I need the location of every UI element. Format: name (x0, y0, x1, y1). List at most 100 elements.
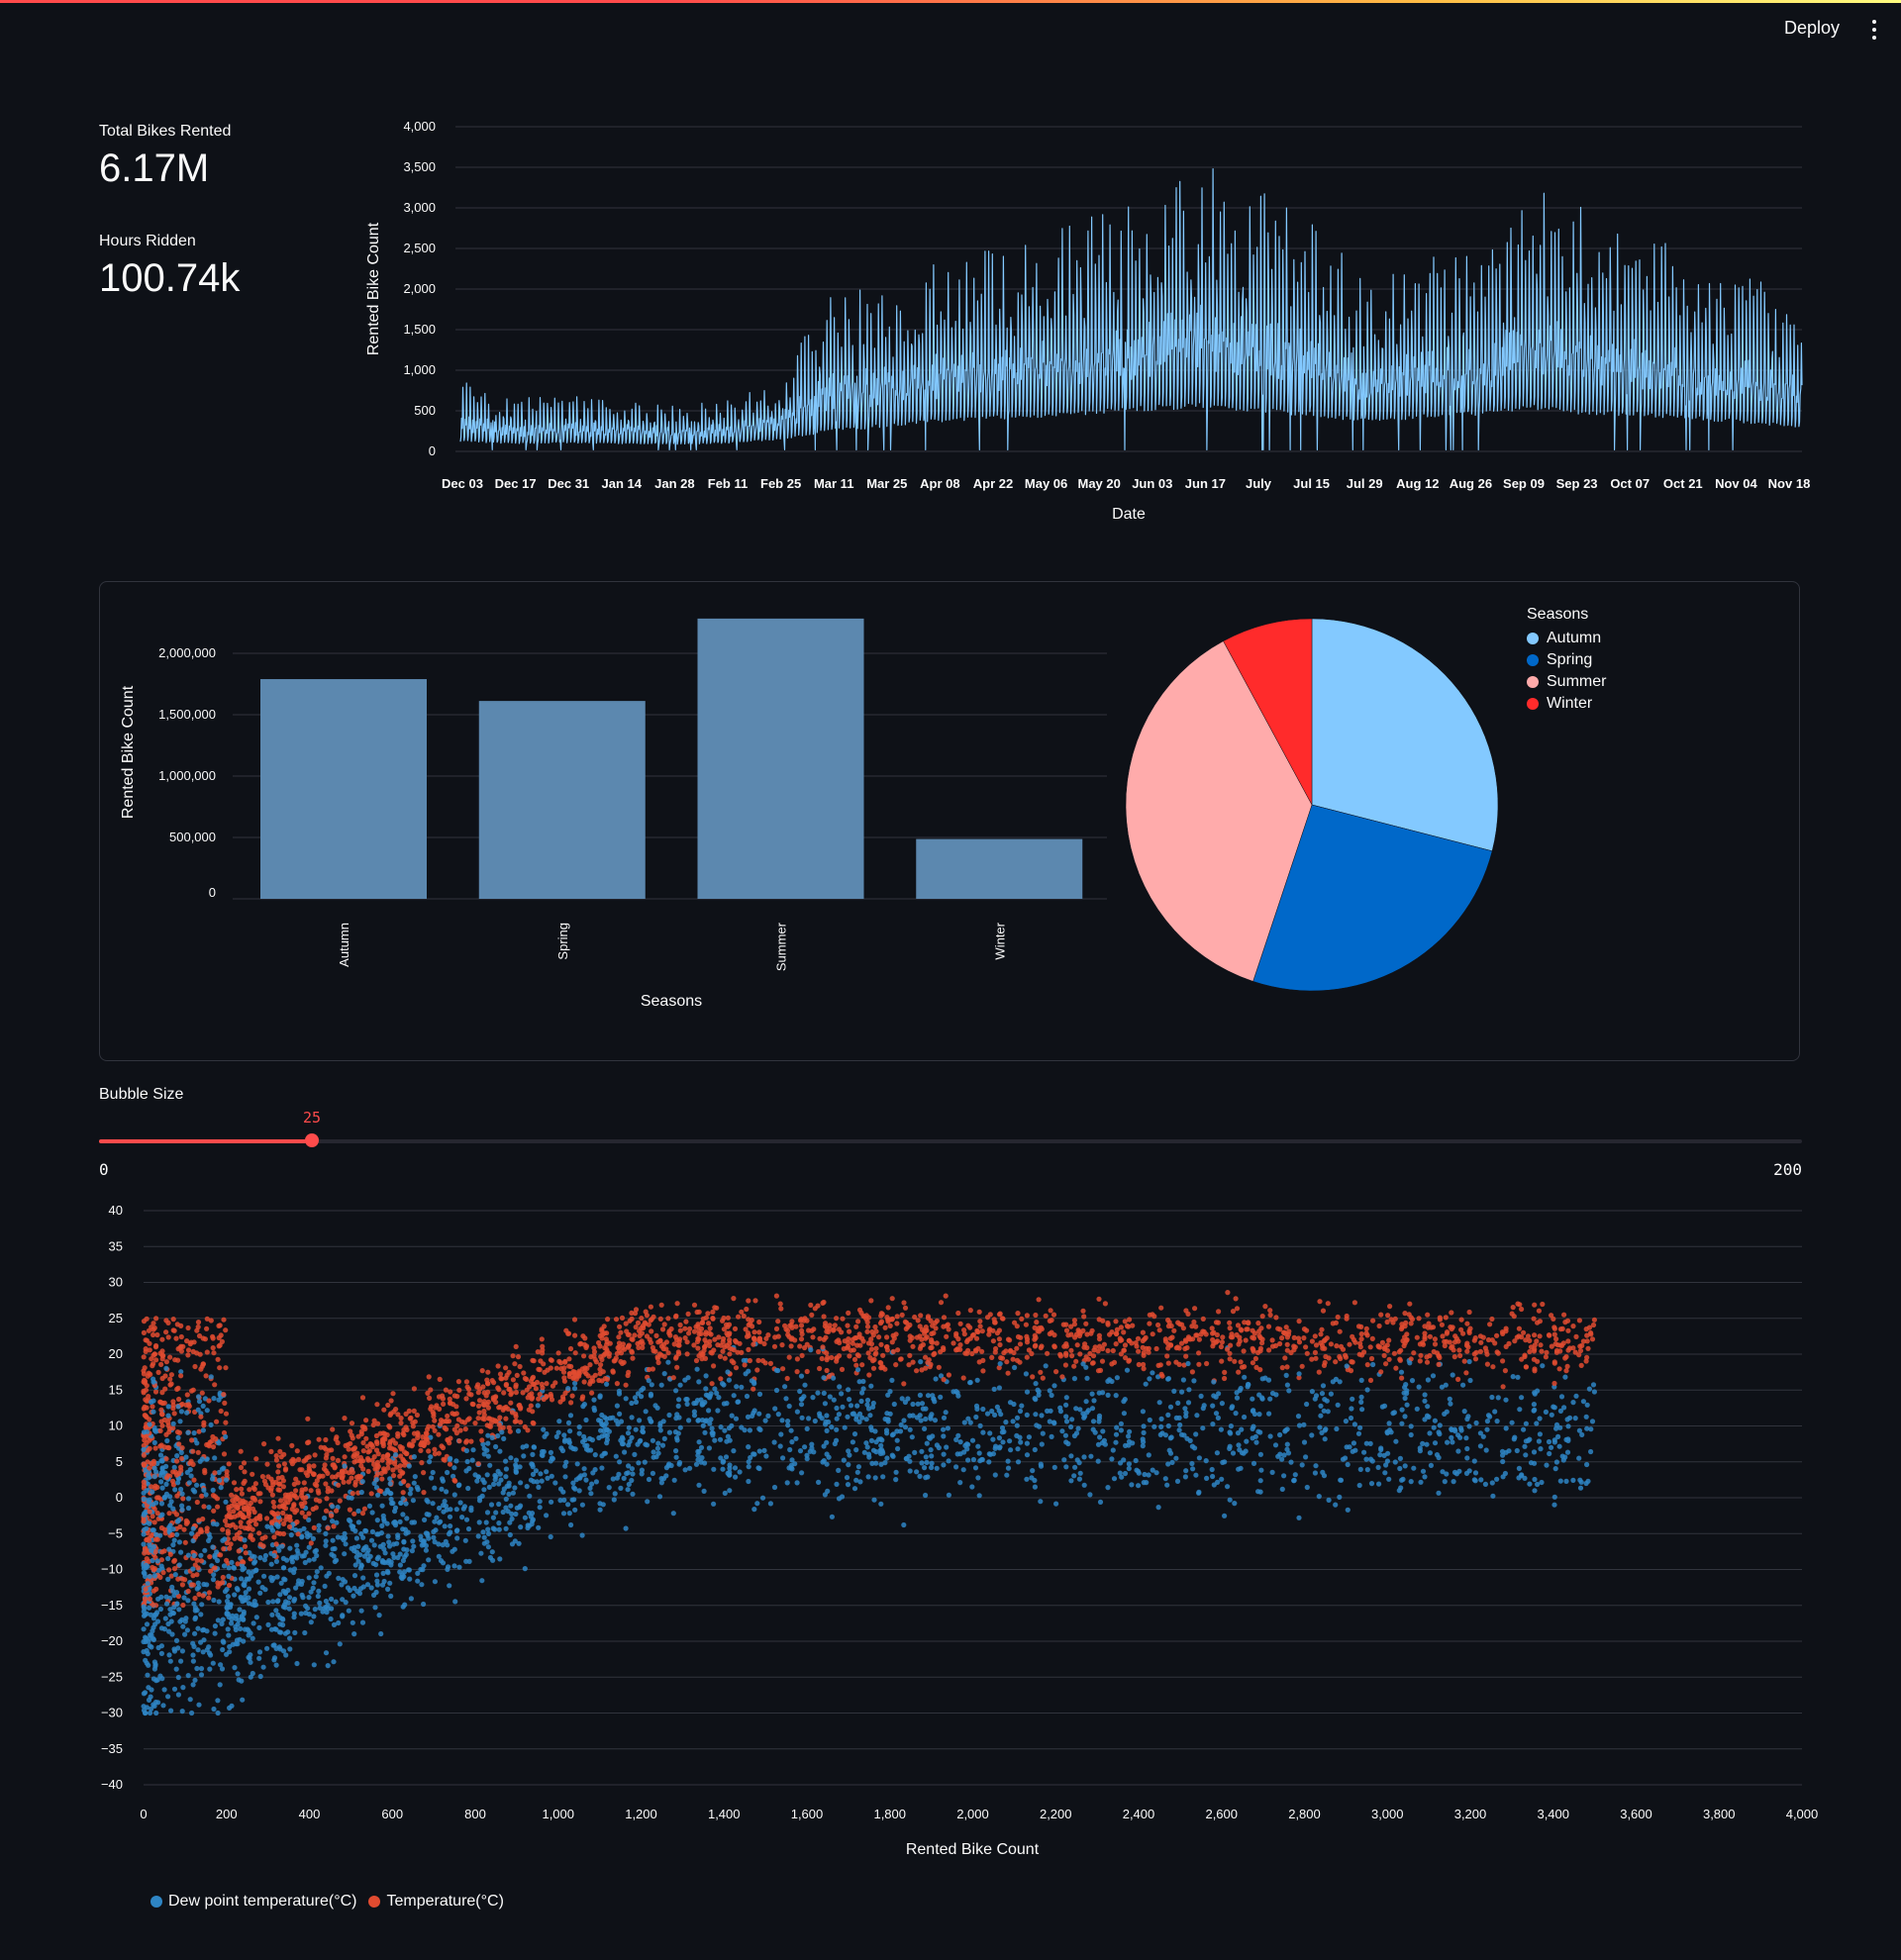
point-temp (262, 1482, 268, 1488)
point-dew (387, 1481, 393, 1487)
point-dew (836, 1412, 843, 1418)
point-dew (440, 1476, 446, 1482)
point-dew (974, 1377, 980, 1383)
point-temp (912, 1314, 918, 1321)
point-dew (329, 1551, 335, 1557)
point-temp (299, 1510, 305, 1516)
legend-item-spring[interactable]: Spring (1527, 649, 1606, 671)
point-temp (1259, 1314, 1265, 1320)
point-dew (629, 1434, 635, 1440)
point-temp (1348, 1368, 1354, 1374)
bubble-size-slider[interactable] (99, 1133, 1802, 1147)
point-dew (516, 1540, 522, 1546)
point-dew (323, 1650, 330, 1656)
point-temp (696, 1353, 702, 1359)
point-temp (826, 1374, 832, 1380)
x-tick-label: 3,800 (1703, 1807, 1736, 1821)
rented-bikes-line-chart[interactable]: 05001,0001,5002,0002,5003,0003,5004,000D… (0, 99, 1901, 535)
point-dew (1431, 1424, 1437, 1430)
point-temp (162, 1386, 168, 1392)
point-dew (1472, 1470, 1479, 1476)
seasons-pie-chart[interactable] (1119, 594, 1515, 1010)
point-dew (374, 1531, 380, 1537)
seasons-bar-chart[interactable]: 0500,0001,000,0001,500,0002,000,000Autum… (0, 594, 1119, 1029)
point-temp (358, 1463, 364, 1469)
point-dew (485, 1530, 492, 1536)
point-temp (173, 1512, 180, 1518)
point-dew (147, 1541, 152, 1547)
point-dew (553, 1433, 559, 1439)
point-dew (343, 1600, 349, 1606)
point-temp (562, 1358, 568, 1364)
point-temp (1210, 1343, 1216, 1349)
point-temp (1416, 1316, 1422, 1322)
point-dew (385, 1533, 391, 1539)
point-temp (1281, 1329, 1287, 1335)
temperature-scatter-chart[interactable]: 4035302520151050−5−10−15−20−25−30−35−400… (0, 1188, 1901, 1861)
point-dew (1114, 1424, 1120, 1430)
point-dew (613, 1453, 619, 1459)
deploy-button[interactable]: Deploy (1783, 18, 1840, 38)
point-dew (809, 1441, 815, 1447)
point-temp (1227, 1350, 1233, 1356)
point-dew (231, 1565, 238, 1571)
point-temp (709, 1381, 715, 1387)
point-temp (967, 1324, 973, 1330)
point-dew (560, 1511, 567, 1517)
point-dew (1242, 1414, 1248, 1421)
point-dew (702, 1429, 708, 1435)
point-dew (1071, 1473, 1077, 1479)
point-dew (433, 1527, 439, 1533)
point-dew (846, 1387, 851, 1393)
x-tick-label: 3,000 (1371, 1807, 1404, 1821)
point-dew (191, 1601, 197, 1607)
point-temp (199, 1390, 205, 1396)
legend-item-winter[interactable]: Winter (1527, 693, 1606, 715)
point-dew (192, 1615, 199, 1620)
point-temp (160, 1570, 166, 1576)
point-dew (216, 1469, 222, 1476)
point-dew (442, 1499, 448, 1505)
point-temp (746, 1346, 751, 1352)
slider-handle[interactable] (305, 1133, 319, 1147)
point-dew (497, 1448, 503, 1454)
point-temp (536, 1396, 542, 1402)
point-dew (496, 1481, 502, 1487)
point-temp (929, 1336, 935, 1343)
pie-legend-title: Seasons (1527, 606, 1589, 623)
point-temp (1570, 1345, 1576, 1351)
point-temp (342, 1454, 348, 1460)
x-tick-label: 3,400 (1537, 1807, 1569, 1821)
point-temp (360, 1448, 366, 1454)
point-temp (432, 1446, 438, 1452)
legend-item-summer[interactable]: Summer (1527, 671, 1606, 693)
point-temp (1038, 1344, 1044, 1351)
point-dew (150, 1527, 155, 1533)
point-temp (509, 1390, 515, 1396)
point-temp (192, 1363, 198, 1370)
point-dew (271, 1655, 278, 1661)
point-dew (661, 1435, 667, 1441)
point-temp (206, 1398, 212, 1404)
point-temp (1367, 1377, 1374, 1383)
point-dew (323, 1530, 329, 1536)
point-temp (589, 1390, 595, 1396)
point-dew (1515, 1374, 1521, 1380)
legend-item-autumn[interactable]: Autumn (1527, 628, 1606, 649)
point-temp (572, 1350, 578, 1356)
point-dew (629, 1415, 635, 1421)
point-dew (581, 1433, 587, 1439)
point-dew (484, 1510, 491, 1516)
point-temp (1201, 1328, 1207, 1334)
more-vertical-icon[interactable] (1871, 20, 1877, 40)
point-dew (400, 1604, 406, 1610)
point-dew (771, 1484, 778, 1491)
point-dew (1174, 1478, 1181, 1484)
point-dew (385, 1586, 391, 1592)
point-dew (1451, 1469, 1458, 1475)
point-temp (234, 1487, 240, 1493)
top-decoration-bar (0, 0, 1901, 3)
point-dew (1169, 1459, 1175, 1465)
point-temp (147, 1437, 152, 1443)
point-temp (585, 1373, 591, 1379)
